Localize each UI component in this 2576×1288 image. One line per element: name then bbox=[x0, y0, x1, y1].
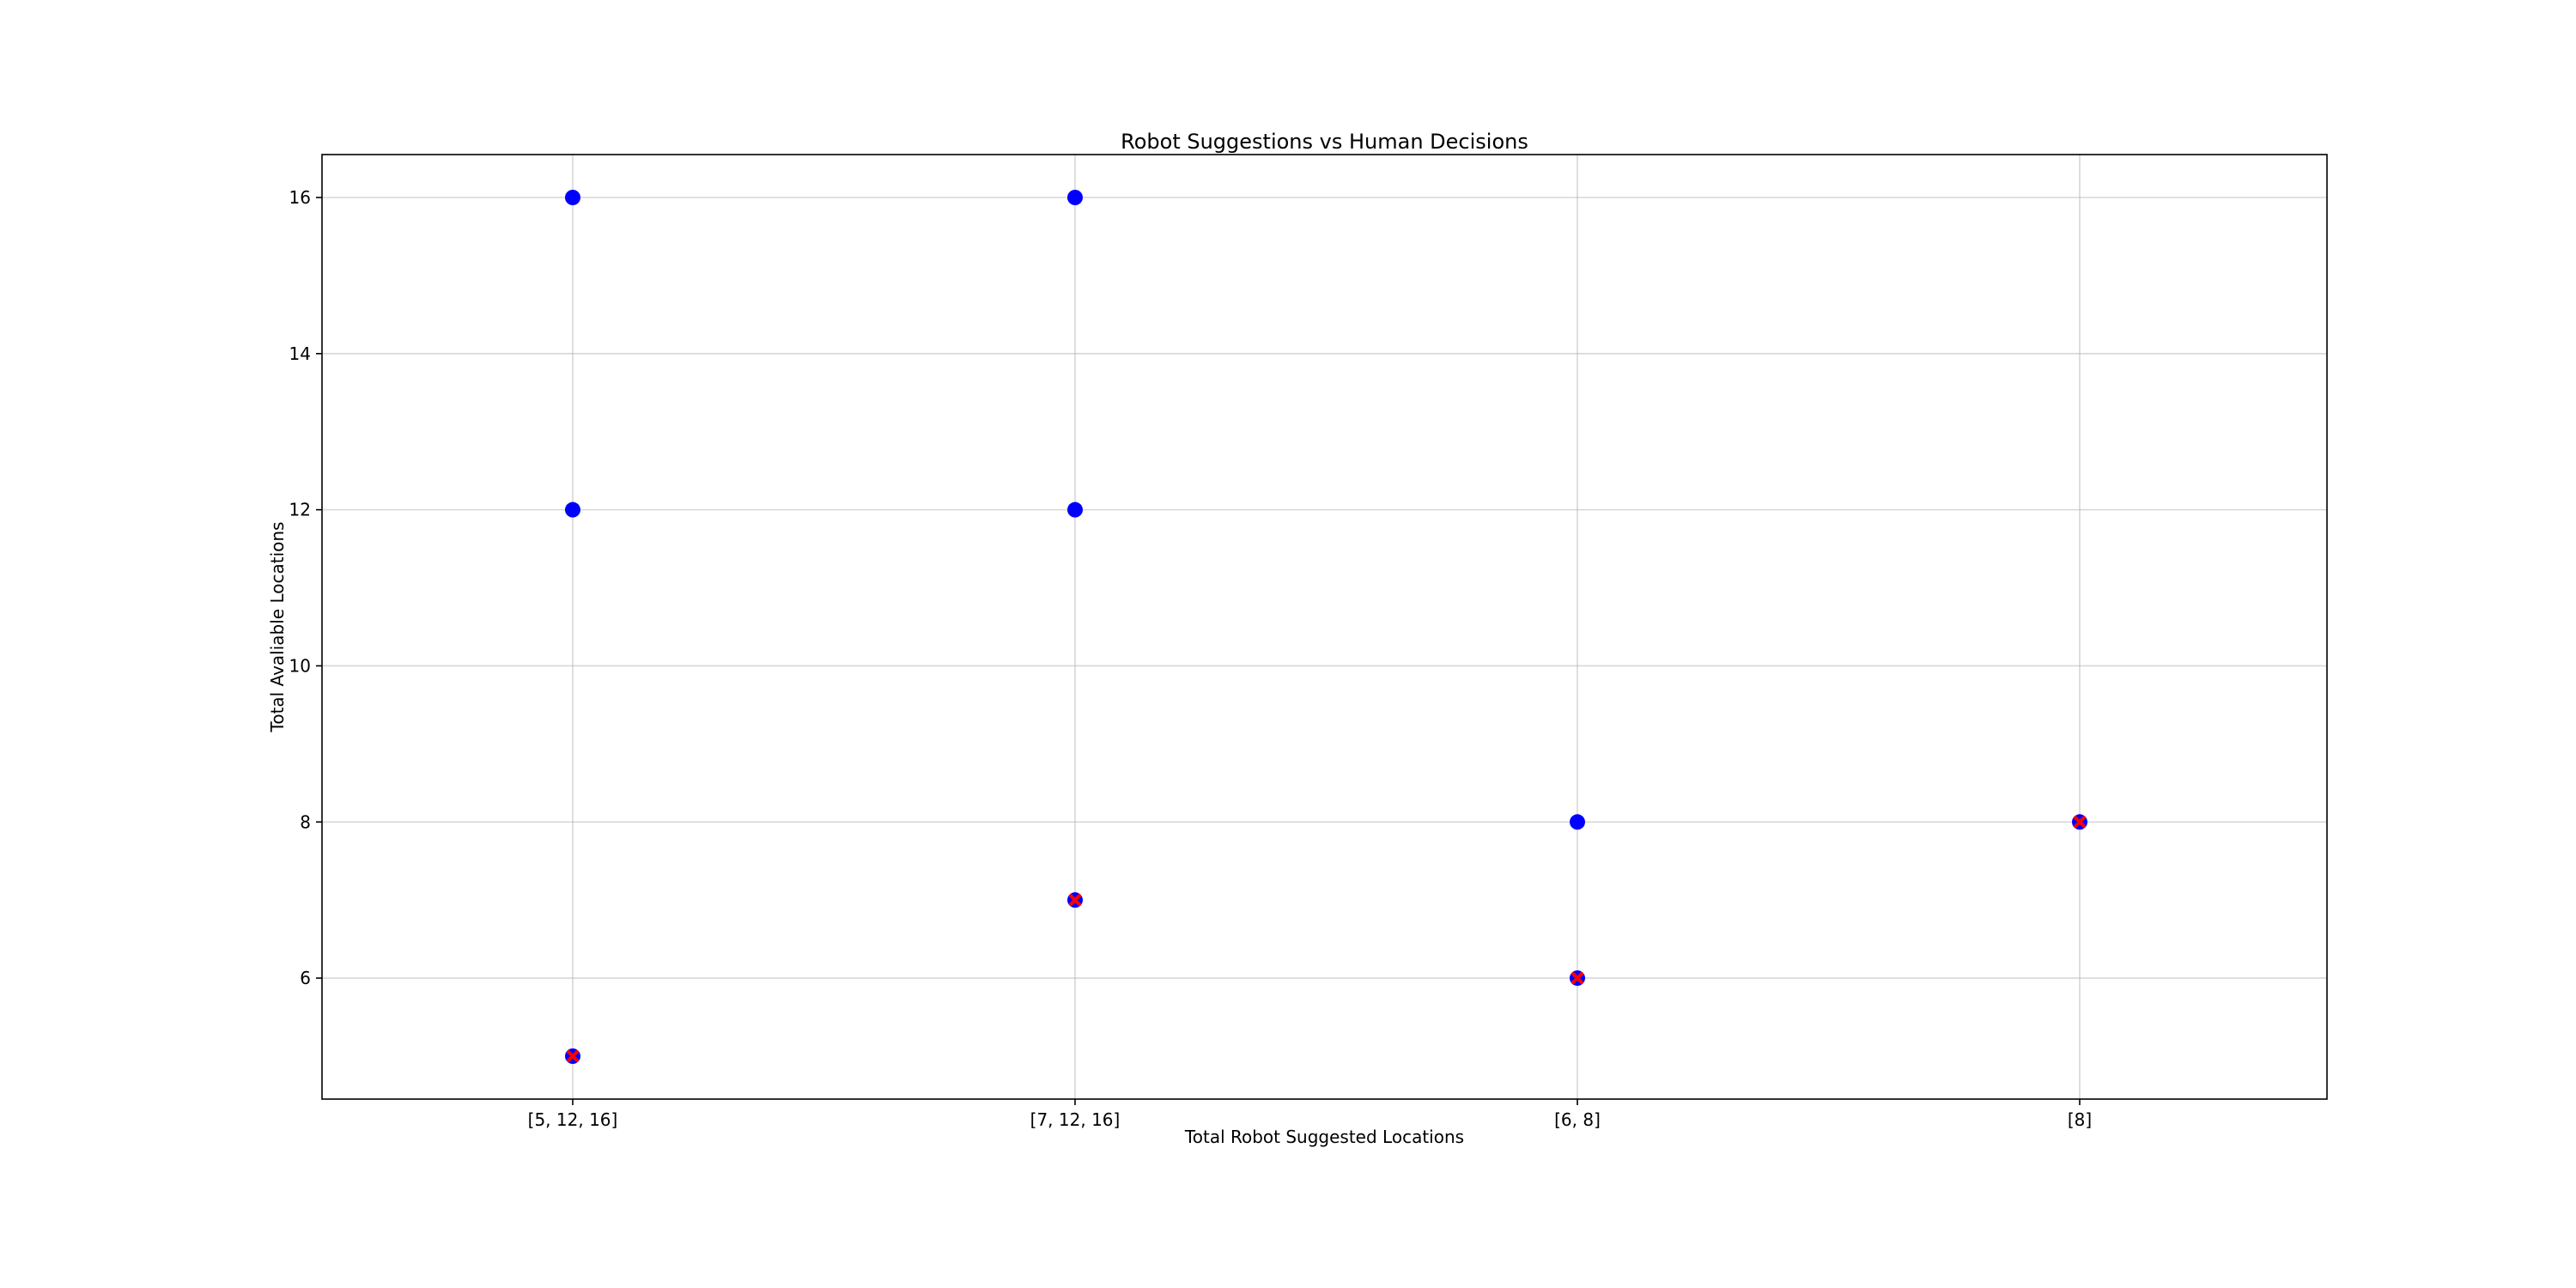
y-tick-label: 16 bbox=[289, 187, 311, 208]
blue-data-point bbox=[565, 190, 580, 205]
blue-data-point bbox=[565, 501, 580, 518]
x-tick-label: [8] bbox=[2068, 1109, 2092, 1130]
chart-title: Robot Suggestions vs Human Decisions bbox=[1121, 130, 1528, 154]
blue-data-point bbox=[1570, 814, 1585, 830]
point-layer bbox=[565, 190, 2087, 1064]
y-tick-label: 6 bbox=[300, 968, 311, 988]
grid-layer bbox=[322, 155, 2327, 1099]
y-tick-label: 8 bbox=[300, 811, 311, 832]
red-x-marker bbox=[567, 1050, 579, 1062]
blue-data-point bbox=[1067, 190, 1083, 205]
red-x-marker bbox=[1571, 972, 1583, 985]
red-x-marker bbox=[2074, 816, 2086, 829]
blue-data-point bbox=[1067, 501, 1083, 518]
y-tick-label: 10 bbox=[289, 655, 311, 676]
y-tick-label: 14 bbox=[289, 343, 311, 364]
x-tick-label: [7, 12, 16] bbox=[1030, 1109, 1121, 1130]
red-x-marker bbox=[1069, 894, 1081, 907]
plot-area-frame bbox=[321, 154, 2328, 1100]
x-axis-label: Total Robot Suggested Locations bbox=[1184, 1127, 1464, 1147]
tick-layer: [5, 12, 16] [7, 12, 16] [6, 8] [8] 6 8 10 12 14 1… bbox=[289, 187, 2093, 1130]
x-tick-label: [5, 12, 16] bbox=[528, 1109, 618, 1130]
y-tick-label: 12 bbox=[289, 500, 311, 520]
y-axis-label: Total Avaliable Locations bbox=[267, 522, 288, 733]
x-tick-label: [6, 8] bbox=[1554, 1109, 1601, 1130]
